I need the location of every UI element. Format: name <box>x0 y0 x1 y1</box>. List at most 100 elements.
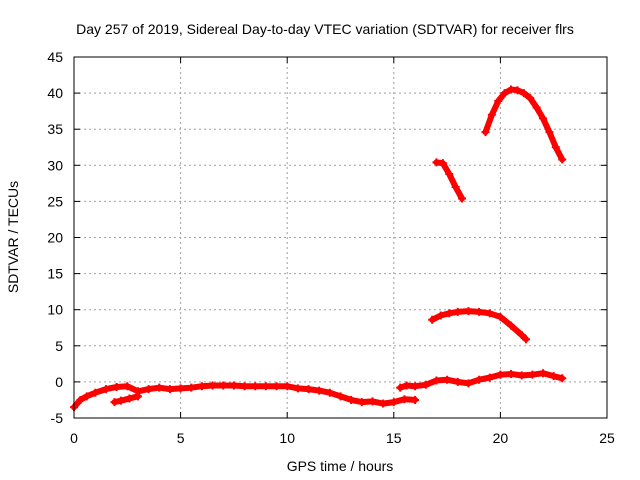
data-point <box>336 392 345 401</box>
x-tick-label: 10 <box>279 430 295 446</box>
x-tick-label: 0 <box>70 430 78 446</box>
axis-ticks: 0 5 10 15 20 25 -5 0 5 10 15 20 25 30 35 40 45 <box>47 49 615 446</box>
data-point <box>528 370 537 379</box>
data-point <box>293 384 302 393</box>
y-tick-label: 5 <box>55 338 63 354</box>
data-point <box>551 143 560 152</box>
data-point <box>549 372 558 381</box>
y-tick-label: 45 <box>47 49 63 65</box>
data-point <box>101 385 110 394</box>
data-point <box>517 330 526 339</box>
data-point <box>496 312 505 321</box>
y-axis-title: SDTVAR / TECUs <box>5 181 21 293</box>
data-point <box>545 128 554 137</box>
data-point <box>532 103 541 112</box>
y-tick-label: 20 <box>47 230 63 246</box>
data-point <box>428 315 437 324</box>
data-point <box>485 373 494 382</box>
data-point <box>144 385 153 394</box>
data-point <box>176 384 185 393</box>
data-point <box>513 86 522 95</box>
data-point <box>91 388 100 397</box>
data-point <box>379 399 388 408</box>
chart-title: Day 257 of 2019, Sidereal Day-to-day VTE… <box>76 21 574 37</box>
data-point <box>197 382 206 391</box>
data-point <box>494 97 503 106</box>
data-point <box>82 392 91 401</box>
x-tick-label: 20 <box>493 430 509 446</box>
y-tick-label: 10 <box>47 302 63 318</box>
data-point <box>438 159 447 168</box>
data-point <box>219 381 228 390</box>
x-axis-title: GPS time / hours <box>287 458 394 474</box>
data-point <box>487 110 496 119</box>
data-point <box>315 386 324 395</box>
data-point <box>155 383 164 392</box>
x-tick-label: 25 <box>599 430 615 446</box>
data-point <box>76 395 85 404</box>
data-series-1 <box>70 381 420 412</box>
x-tick-label: 15 <box>386 430 402 446</box>
data-point <box>396 383 405 392</box>
data-point <box>445 169 454 178</box>
data-marks <box>70 85 567 412</box>
series-trace <box>482 86 566 163</box>
data-point <box>507 369 516 378</box>
data-series-3 <box>396 369 567 392</box>
data-point <box>411 395 420 404</box>
data-point <box>481 128 490 137</box>
data-point <box>485 309 494 318</box>
data-point <box>112 382 121 391</box>
data-point <box>304 385 313 394</box>
data-series-5 <box>432 158 467 203</box>
data-point <box>432 376 441 385</box>
data-point <box>507 321 516 330</box>
data-point <box>272 382 281 391</box>
data-series-4 <box>428 307 530 344</box>
data-point <box>400 395 409 404</box>
data-point <box>251 382 260 391</box>
y-tick-label: -5 <box>51 410 64 426</box>
data-point <box>325 388 334 397</box>
series-trace <box>71 382 419 411</box>
data-point <box>187 383 196 392</box>
data-point <box>357 398 366 407</box>
data-point <box>208 381 217 390</box>
data-point <box>475 307 484 316</box>
data-point <box>389 398 398 407</box>
data-point <box>261 382 270 391</box>
data-point <box>445 309 454 318</box>
data-point <box>539 114 548 123</box>
data-point <box>453 307 462 316</box>
data-point <box>558 374 567 383</box>
data-point <box>458 194 467 203</box>
data-point <box>496 370 505 379</box>
y-tick-label: 35 <box>47 121 63 137</box>
data-point <box>519 89 528 98</box>
data-point <box>526 94 535 103</box>
data-point <box>133 392 142 401</box>
data-point <box>539 369 548 378</box>
data-point <box>464 307 473 316</box>
data-point <box>165 385 174 394</box>
data-series-2 <box>110 392 142 407</box>
data-point <box>500 89 509 98</box>
data-point <box>451 182 460 191</box>
data-point <box>521 335 530 344</box>
y-tick-label: 0 <box>55 374 63 390</box>
data-point <box>517 371 526 380</box>
y-tick-label: 30 <box>47 157 63 173</box>
data-point <box>464 379 473 388</box>
data-series-6 <box>481 85 567 164</box>
grid-lines <box>74 57 607 418</box>
y-tick-label: 25 <box>47 193 63 209</box>
data-point <box>229 381 238 390</box>
data-point <box>436 311 445 320</box>
data-point <box>411 382 420 391</box>
data-point <box>475 375 484 384</box>
data-point <box>283 382 292 391</box>
data-point <box>368 397 377 406</box>
y-tick-label: 15 <box>47 266 63 282</box>
data-point <box>347 395 356 404</box>
